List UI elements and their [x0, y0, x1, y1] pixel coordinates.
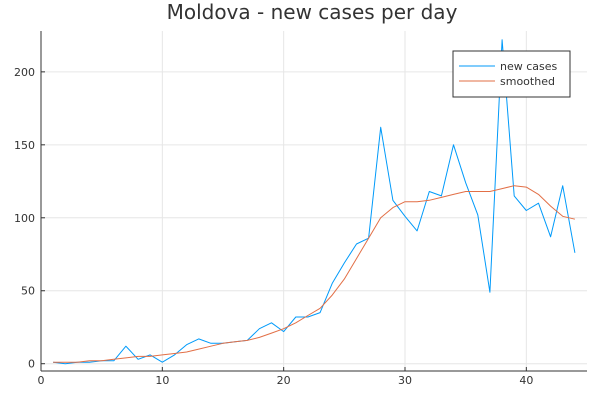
y-tick-label: 50	[21, 285, 35, 298]
y-tick-label: 0	[28, 358, 35, 371]
x-tick-label: 20	[277, 374, 291, 387]
series-line-smoothed	[53, 185, 576, 363]
y-tick-label: 150	[14, 139, 35, 152]
tick-labels: 0 10 20 30 40 0 50 100 150 200	[14, 66, 533, 387]
axes	[40, 31, 587, 372]
series-line-new-cases	[53, 39, 576, 365]
x-tick-label: 40	[519, 374, 533, 387]
x-tick-label: 10	[155, 374, 169, 387]
legend-label-new-cases: new cases	[500, 60, 558, 73]
series-layer	[53, 39, 576, 365]
x-tick-label: 30	[398, 374, 412, 387]
legend-label-smoothed: smoothed	[500, 75, 555, 88]
chart-title: Moldova - new cases per day	[167, 0, 458, 24]
x-tick-label: 0	[38, 374, 45, 387]
y-tick-label: 100	[14, 212, 35, 225]
legend-box	[452, 50, 571, 98]
y-tick-label: 200	[14, 66, 35, 79]
legend: new cases smoothed	[452, 50, 571, 98]
